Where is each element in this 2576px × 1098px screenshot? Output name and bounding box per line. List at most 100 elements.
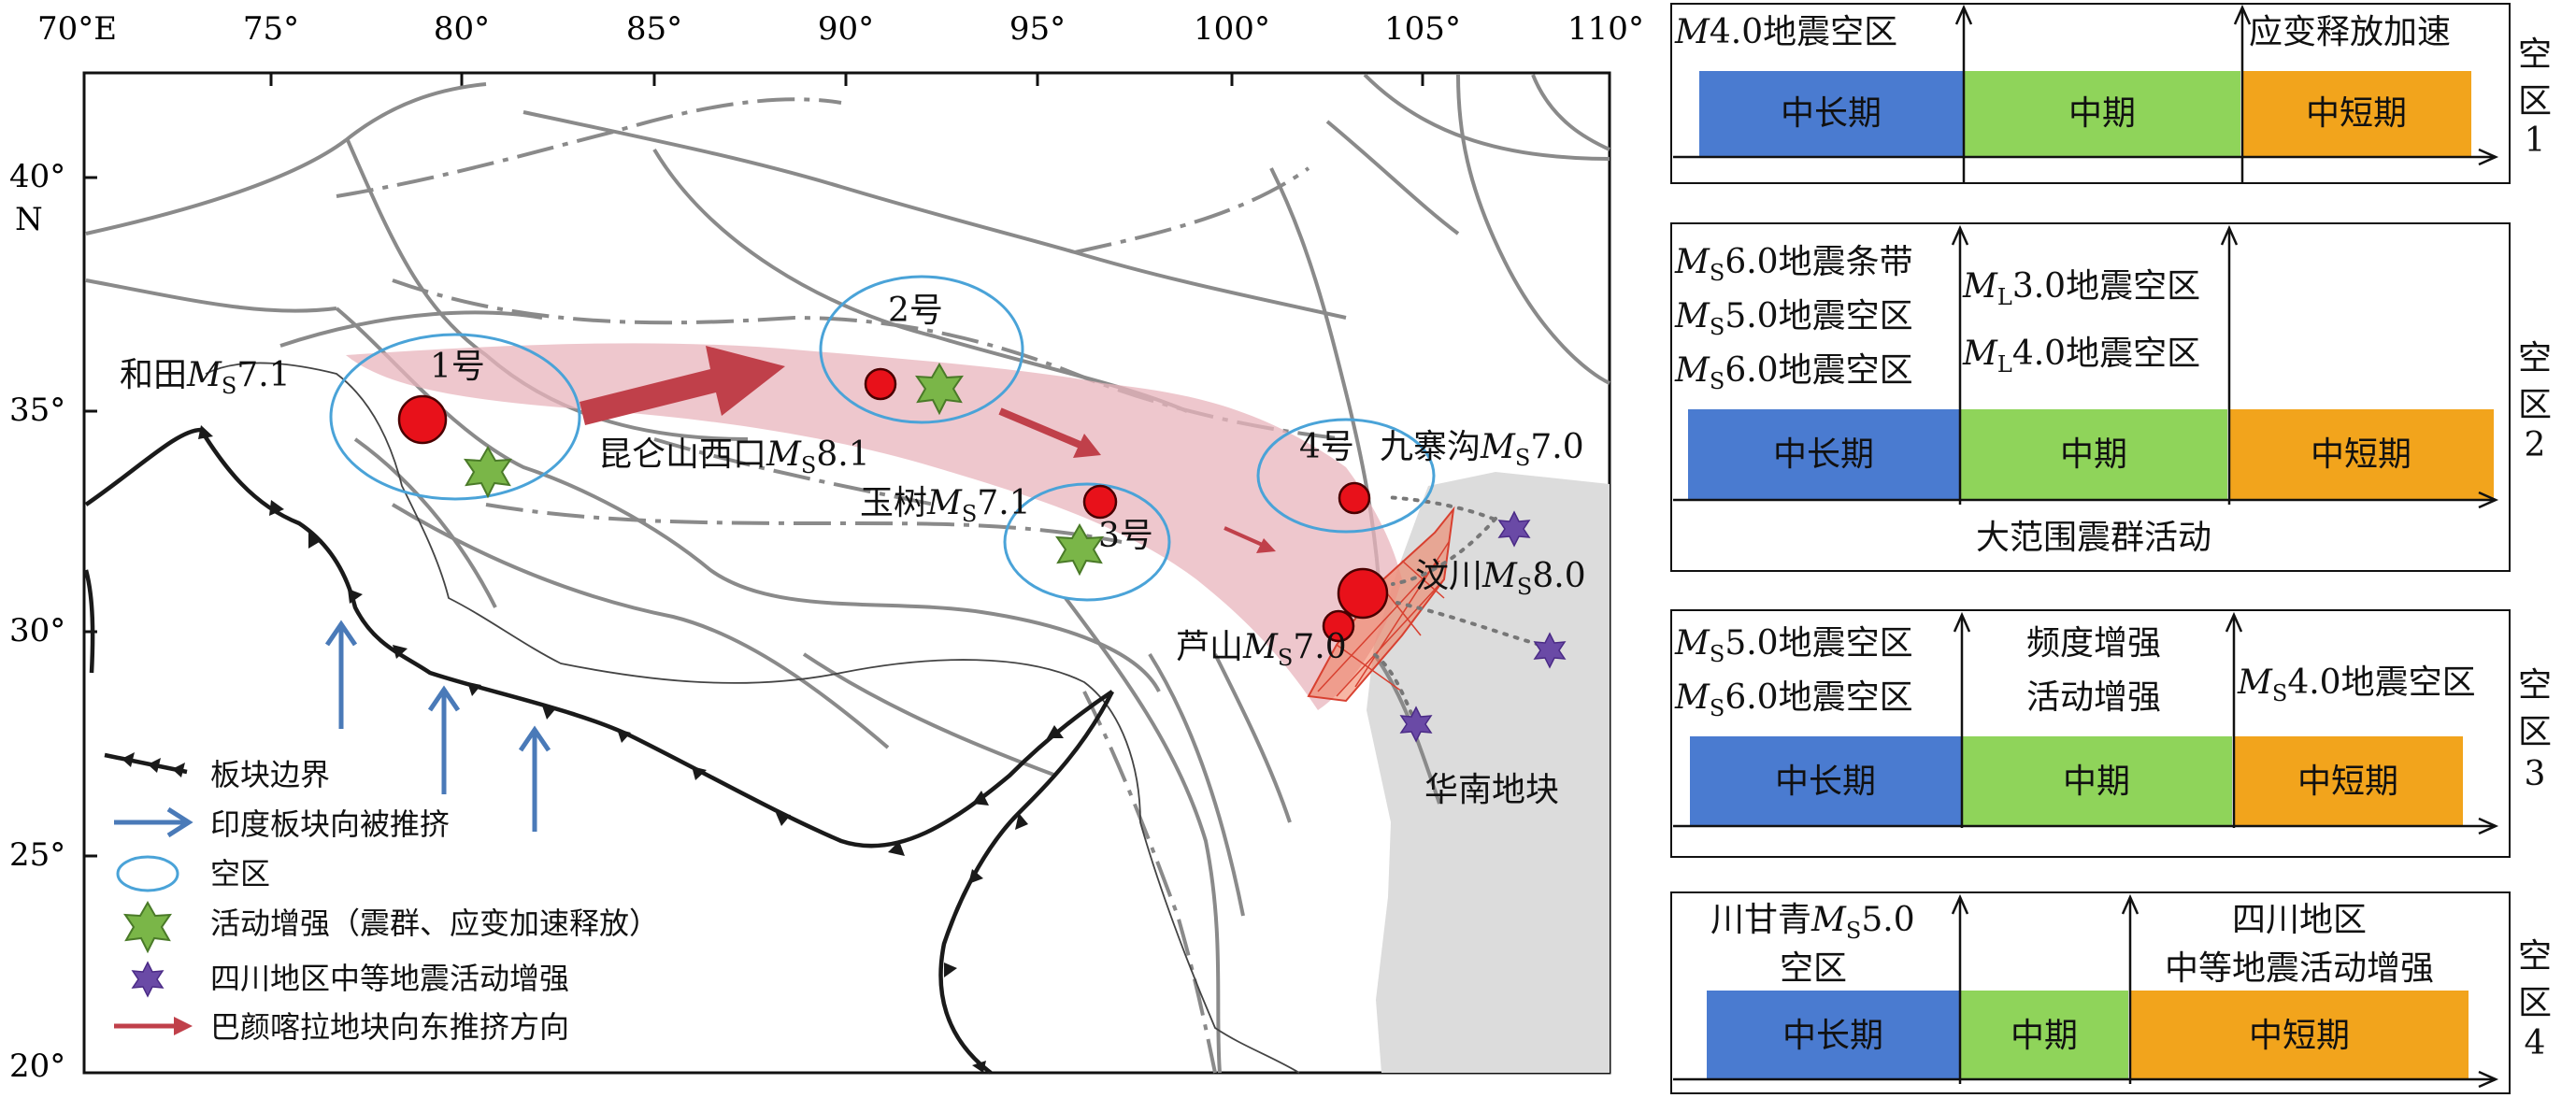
lon-tick-80: 80°: [434, 10, 490, 48]
indian-push-arrows: [324, 620, 551, 832]
panel-3-bar-short: [2234, 736, 2463, 826]
lat-tick-40: 40°: [9, 158, 65, 195]
frame-ticks: [84, 73, 1424, 858]
bayan-push-arrows: [580, 346, 1276, 553]
panel-1-side-2: 区: [2518, 82, 2552, 121]
sichuan-star-3: [1399, 706, 1433, 743]
panel-4-bar-short-label: 中短期: [2249, 1017, 2350, 1055]
legend-plate: 板块边界: [104, 752, 330, 792]
panel-2-bar-mid: [1960, 409, 2227, 500]
panel-2-above-left-2: MS6.0地震空区: [1674, 351, 1913, 394]
label-kunlun: 昆仑山西口MS8.1: [598, 435, 870, 478]
panel-4-bar-short: [2130, 991, 2469, 1079]
panel-2-above-left-1: MS5.0地震空区: [1674, 297, 1913, 340]
lon-ticks: 70°E 75° 80° 85° 90° 95° 100° 105° 110°: [37, 10, 1644, 48]
sichuan-star-2: [1533, 632, 1567, 669]
lat-tick-35: 35°: [9, 392, 65, 429]
legend-push-label: 印度板块向被推挤: [210, 806, 450, 842]
panel-1-bar-mid: [1964, 71, 2240, 157]
panel-4-side-1: 空: [2518, 937, 2552, 976]
panel-4-above-left-0: 川甘青MS5.0: [1710, 901, 1915, 944]
panel-1-bar-short: [2242, 71, 2471, 157]
panel-2-bar-mid-label: 中期: [2060, 435, 2127, 474]
south-china-block: [1367, 472, 1610, 1073]
plate-boundary-main: [84, 427, 1114, 848]
panel-4-bar-long-label: 中长期: [1782, 1017, 1883, 1055]
label-south-china: 华南地块: [1424, 771, 1559, 809]
panel-2-bar-short-label: 中短期: [2311, 435, 2411, 474]
quake-lushan: [1322, 609, 1355, 643]
panel-3-bar-mid-label: 中期: [2063, 763, 2130, 801]
border-line: [205, 362, 1300, 1074]
legend-activity-label: 活动增强（震群、应变加速释放）: [210, 905, 659, 941]
panel-1-bar-long: [1699, 71, 1963, 157]
panel-2-side-2: 区: [2518, 386, 2552, 424]
lon-tick-100: 100°: [1194, 10, 1270, 48]
activity-star-2: [915, 362, 964, 416]
quake-yushu: [1082, 484, 1118, 520]
legend-bayan-label: 巴颜喀拉地块向东推挤方向: [210, 1009, 569, 1045]
plate-teeth: [198, 425, 1064, 1073]
activity-star-3: [1055, 522, 1104, 577]
gap-label-4: 4号: [1299, 428, 1354, 466]
gap-label-2: 2号: [888, 292, 943, 330]
lat-tick-20: 20°: [9, 1048, 65, 1085]
gap-1-ellipse: [329, 333, 581, 501]
panel-3-bar-short-label: 中短期: [2297, 763, 2398, 801]
panel-4-side-3: 4: [2525, 1024, 2546, 1062]
gap-4-ellipse: [1256, 418, 1436, 534]
panel-4-frame: [1670, 891, 2511, 1094]
activity-star-1: [464, 445, 512, 499]
panel-2-bar-long-label: 中长期: [1773, 435, 1874, 474]
timeline-panels: 中长期 中期 中短期 M4.0地震空区 应变释放加速 空 区 1 中长期 中期 …: [1670, 3, 2552, 1094]
panel-gap-2: 中长期 中期 中短期 MS6.0地震条带 MS5.0地震空区 MS6.0地震空区…: [1670, 222, 2552, 572]
legend-push: 印度板块向被推挤: [114, 806, 450, 842]
lat-unit: N: [15, 201, 43, 238]
panel-2-above-mid-1: ML4.0地震空区: [1962, 335, 2200, 378]
panel-3-side-2: 区: [2518, 713, 2552, 751]
bayan-arrow-small: [1224, 526, 1267, 549]
panel-1-side-3: 1: [2525, 121, 2546, 160]
gap-2-ellipse: [819, 275, 1024, 424]
panel-1-bar-mid-label: 中期: [2068, 94, 2136, 133]
label-wenchuan: 汶川MS8.0: [1415, 557, 1586, 600]
panel-1-frame: [1670, 3, 2511, 184]
label-yushu: 玉树MS7.1: [860, 484, 1031, 527]
legend-bayan: 巴颜喀拉地块向东推挤方向: [114, 1009, 569, 1045]
panel-3-above-mid-1: 活动增强: [2026, 678, 2161, 717]
bayan-arrow-large: [580, 346, 785, 425]
panel-4-bar-mid-label: 中期: [2011, 1017, 2078, 1055]
legend-activity: 活动增强（震群、应变加速释放）: [123, 900, 659, 954]
quake-wenchuan: [1337, 567, 1389, 620]
panel-3-above-right-0: MS4.0地震空区: [2237, 663, 2476, 706]
label-lushan: 芦山MS7.0: [1176, 628, 1347, 671]
panel-2-bar-long: [1688, 409, 1959, 500]
quake-kunlun: [864, 367, 897, 401]
lon-tick-85: 85°: [626, 10, 682, 48]
sichuan-stars: [1399, 510, 1567, 743]
gap-label-3: 3号: [1098, 517, 1153, 555]
lon-tick-75: 75°: [243, 10, 299, 48]
panel-2-bar-short: [2229, 409, 2494, 500]
panel-3-above-left-0: MS5.0地震空区: [1674, 624, 1913, 667]
panel-3-side-3: 3: [2525, 755, 2546, 793]
panel-gap-3: 中长期 中期 中短期 MS5.0地震空区 MS6.0地震空区 频度增强 活动增强…: [1670, 609, 2552, 858]
legend-plate-label: 板块边界: [210, 757, 330, 792]
label-jiuzhaigou: 九寨沟MS7.0: [1380, 428, 1584, 471]
bayan-arrow-mid: [998, 407, 1091, 452]
panel-gap-4: 中长期 中期 中短期 川甘青MS5.0 空区 四川地区 中等地震活动增强 空 区…: [1670, 891, 2552, 1094]
gap-label-1: 1号: [430, 348, 485, 386]
panel-1-side-1: 空: [2518, 36, 2552, 74]
legend: 板块边界 印度板块向被推挤 空区 活动增强（震群、应变加速释放） 四川地区中等地…: [104, 752, 659, 1045]
lat-ticks: 40° N 35° 30° 25° 20°: [9, 158, 65, 1085]
quake-jiuzhaigou: [1338, 481, 1371, 515]
gap-ellipses: [329, 275, 1436, 602]
dash-faults: [336, 97, 1347, 1074]
panel-2-side-3: 2: [2525, 426, 2546, 464]
map-area: 70°E 75° 80° 85° 90° 95° 100° 105° 110° …: [9, 10, 1644, 1085]
earthquakes: [397, 367, 1389, 643]
panel-3-above-left-1: MS6.0地震空区: [1674, 678, 1913, 721]
panel-3-bar-mid: [1962, 736, 2232, 826]
lat-tick-25: 25°: [9, 836, 65, 874]
